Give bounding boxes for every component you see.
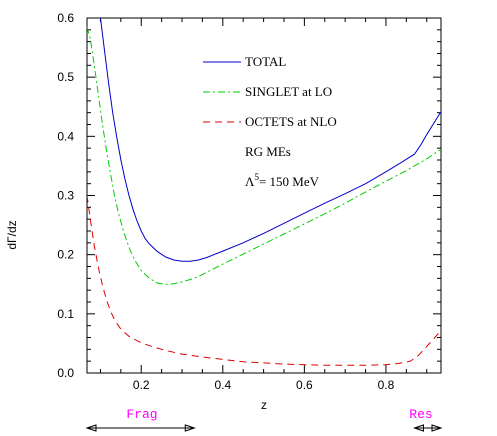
plot-frame <box>86 17 442 374</box>
legend-label-singlet: SINGLET at LO <box>245 84 332 99</box>
region-arrowhead-left-frag <box>85 424 97 432</box>
series-lines <box>87 18 441 366</box>
y-axis-title: dΓ/dz <box>5 220 19 249</box>
y-tick-label: 0.4 <box>57 129 74 143</box>
y-ticks <box>87 17 441 374</box>
y-tick-label: 0.3 <box>57 189 74 203</box>
y-tick-label: 0.2 <box>57 248 74 262</box>
region-arrowhead-right-res <box>431 424 443 432</box>
region-arrows <box>85 424 443 432</box>
x-tick-label: 0.8 <box>378 378 395 392</box>
x-tick-label: 0.2 <box>133 378 150 392</box>
legend-label-total: TOTAL <box>245 54 286 69</box>
series-line-singlet-at-lo <box>87 26 441 285</box>
region-arrowhead-left-res <box>412 424 424 432</box>
x-tick-label: 0.6 <box>296 378 313 392</box>
annotation-rg-mes: RG MEs <box>245 144 291 159</box>
region-label-res: Res <box>409 407 432 422</box>
series-line-octets-at-nlo <box>87 195 441 366</box>
lambda-superscript: 5 <box>254 172 259 182</box>
annotation-lambda: Λ5= 150 MeV <box>245 172 320 189</box>
region-label-frag: Frag <box>126 407 157 422</box>
x-tick-label: 0.4 <box>214 378 231 392</box>
lambda-symbol: Λ <box>245 174 255 189</box>
x-ticks <box>99 18 428 373</box>
y-tick-label: 0.0 <box>57 366 74 380</box>
y-tick-label: 0.5 <box>57 70 74 84</box>
legend-label-octets: OCTETS at NLO <box>245 114 337 129</box>
y-tick-labels: 0.0 0.1 0.2 0.3 0.4 0.5 0.6 <box>57 11 74 380</box>
y-tick-label: 0.1 <box>57 307 74 321</box>
x-axis-title: z <box>261 398 267 412</box>
series-line-total <box>100 18 441 262</box>
legend: TOTAL SINGLET at LO OCTETS at NLO <box>203 54 337 129</box>
y-tick-label: 0.6 <box>57 11 74 25</box>
lambda-value: = 150 MeV <box>259 174 320 189</box>
region-arrowhead-right-frag <box>184 424 196 432</box>
x-tick-labels: 0.2 0.4 0.6 0.8 <box>133 378 395 392</box>
